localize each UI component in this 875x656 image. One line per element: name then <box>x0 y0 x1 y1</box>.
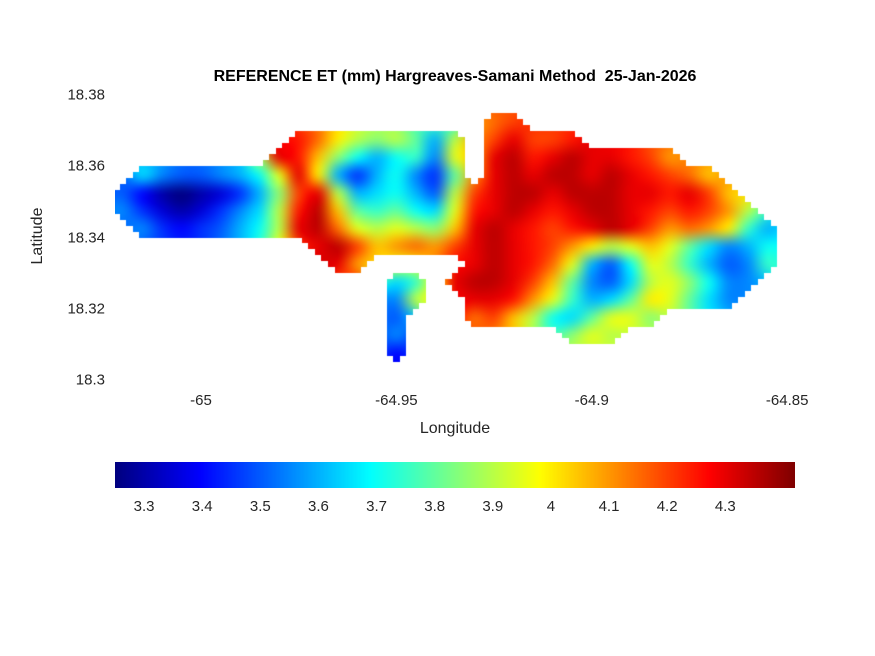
colorbar-tick-label: 4.3 <box>714 498 736 515</box>
colorbar-tick-label: 4.2 <box>656 498 678 515</box>
colorbar-tick-label: 3.6 <box>307 498 329 515</box>
y-tick-label: 18.36 <box>67 157 105 175</box>
colorbar-tick-label: 4.1 <box>598 498 620 515</box>
colorbar-tick-label: 3.4 <box>191 498 213 515</box>
x-tick-label: -64.85 <box>765 392 809 409</box>
y-tick-label: 18.32 <box>67 300 105 318</box>
x-tick-label: -65 <box>190 392 212 409</box>
colorbar-tick-label: 3.9 <box>482 498 504 515</box>
x-axis-label: Longitude <box>419 420 491 437</box>
colorbar-tick-label: 4 <box>546 498 556 515</box>
y-tick-label: 18.38 <box>67 86 105 104</box>
map-canvas <box>115 95 795 380</box>
colorbar-tick-label: 3.3 <box>133 498 155 515</box>
colorbar-canvas <box>115 462 795 488</box>
chart-title: REFERENCE ET (mm) Hargreaves-Samani Meth… <box>213 68 697 85</box>
x-tick-label: -64.95 <box>375 392 418 409</box>
x-tick-label: -64.9 <box>574 392 609 409</box>
colorbar-tick-label: 3.5 <box>249 498 271 515</box>
colorbar-tick-label: 3.7 <box>366 498 387 515</box>
y-tick-label: 18.3 <box>75 371 105 389</box>
y-tick-label: 18.34 <box>67 229 105 246</box>
colorbar-tick-label: 3.8 <box>424 498 446 515</box>
